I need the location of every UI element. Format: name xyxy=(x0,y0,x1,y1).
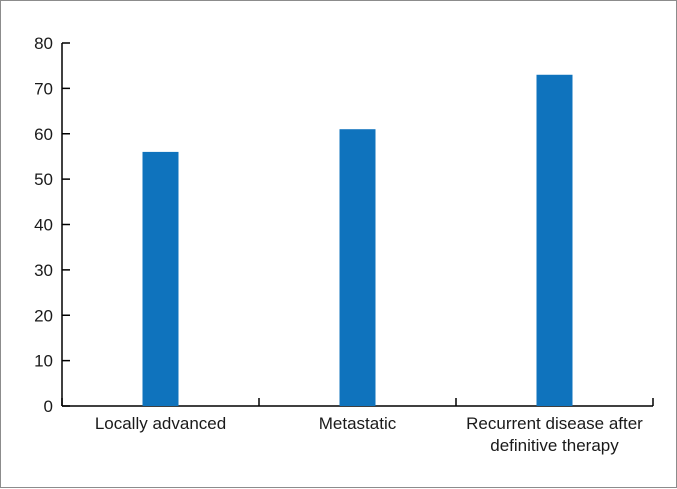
y-axis: 0 10 20 30 40 50 60 70 80 xyxy=(34,34,70,416)
y-tick-label: 10 xyxy=(34,352,53,371)
x-tick-label: Metastatic xyxy=(319,414,397,433)
y-tick-label: 30 xyxy=(34,261,53,280)
y-tick-label: 40 xyxy=(34,216,53,235)
x-tick-label: definitive therapy xyxy=(490,436,619,455)
y-tick-label: 80 xyxy=(34,34,53,53)
y-tick-label: 70 xyxy=(34,79,53,98)
bars xyxy=(142,74,573,406)
bar xyxy=(339,129,376,406)
y-tick-label: 20 xyxy=(34,306,53,325)
x-axis: Locally advanced Metastatic Recurrent dise… xyxy=(61,398,654,455)
x-tick-label: Locally advanced xyxy=(95,414,226,433)
y-tick-label: 0 xyxy=(44,397,53,416)
x-tick-label: Recurrent disease after xyxy=(466,414,643,433)
y-tick-label: 60 xyxy=(34,125,53,144)
y-tick-label: 50 xyxy=(34,170,53,189)
bar xyxy=(536,74,573,406)
bar xyxy=(142,151,179,406)
